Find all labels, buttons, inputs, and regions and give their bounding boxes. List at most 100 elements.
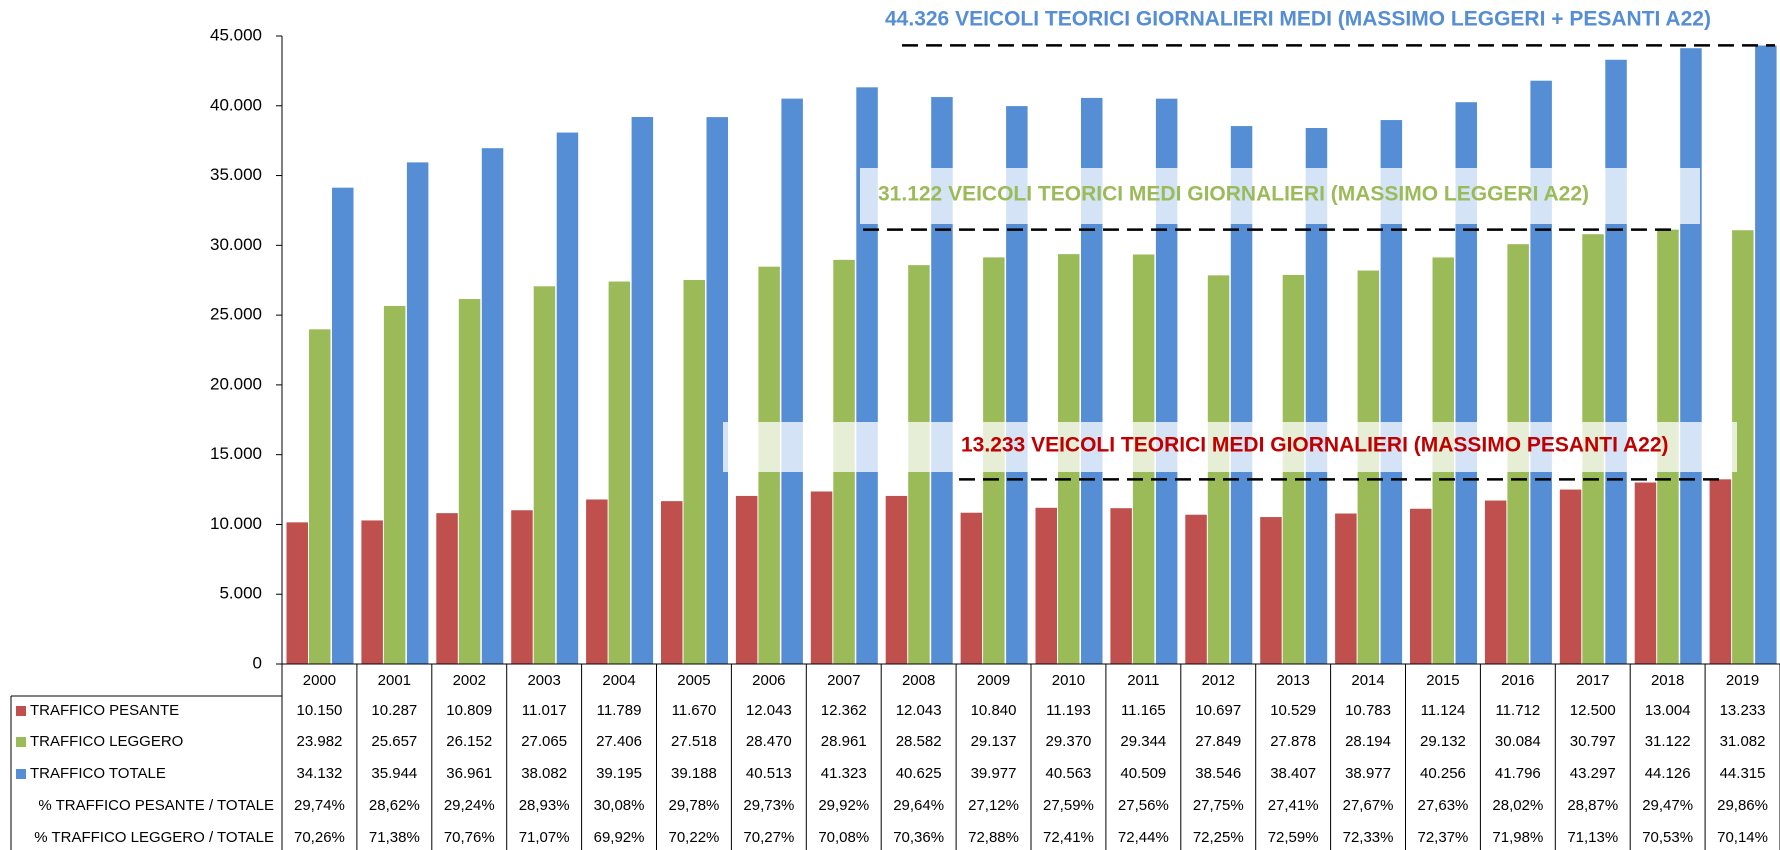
table-cell: 28.582 (896, 733, 942, 750)
x-tick-label: 2012 (1202, 672, 1235, 689)
x-tick-label: 2010 (1052, 672, 1085, 689)
table-cell: 29,47% (1642, 797, 1693, 814)
table-cell: 72,25% (1193, 829, 1244, 846)
bar (458, 299, 481, 664)
bar (1335, 513, 1357, 664)
table-cell: 41.323 (821, 765, 867, 782)
table-cell: 72,44% (1118, 829, 1169, 846)
table-cell: 70,76% (444, 829, 495, 846)
bar (406, 162, 429, 664)
bar (1380, 120, 1403, 664)
table-cell: 70,36% (893, 829, 944, 846)
table-cell: 11.193 (1046, 702, 1091, 719)
bar (1155, 98, 1178, 665)
row-label: % TRAFFICO PESANTE / TOTALE (38, 797, 274, 814)
table-cell: 10.809 (446, 702, 492, 719)
table-cell: 28,62% (369, 797, 420, 814)
bar (885, 495, 908, 664)
table-cell: 10.150 (297, 702, 343, 719)
table-cell: 44.126 (1645, 765, 1691, 782)
table-cell: 10.287 (371, 702, 417, 719)
bar (309, 329, 331, 664)
bar (1110, 508, 1132, 664)
table-cell: 12.500 (1570, 702, 1616, 719)
table-cell: 28.470 (746, 733, 792, 750)
table-cell: 12.043 (896, 702, 942, 719)
table-cell: 71,98% (1492, 829, 1543, 846)
table-cell: 27,67% (1343, 797, 1394, 814)
bar (706, 117, 728, 665)
bar (1530, 80, 1552, 664)
row-label: % TRAFFICO LEGGERO / TOTALE (34, 829, 274, 846)
annotation-text: 31.122 VEICOLI TEORICI MEDI GIORNALIERI … (878, 183, 1589, 206)
legend-swatch (16, 769, 26, 779)
table-cell: 70,53% (1642, 829, 1693, 846)
table-cell: 40.563 (1046, 765, 1092, 782)
bar (383, 305, 406, 664)
table-cell: 72,33% (1343, 829, 1394, 846)
table-cell: 70,27% (743, 829, 794, 846)
x-tick-label: 2008 (902, 672, 935, 689)
table-cell: 11.017 (522, 702, 567, 719)
x-tick-label: 2014 (1351, 672, 1384, 689)
bar (481, 148, 504, 664)
x-tick-label: 2007 (827, 672, 860, 689)
table-cell: 29,24% (444, 797, 495, 814)
table-cell: 69,92% (594, 829, 645, 846)
x-tick-label: 2005 (677, 672, 710, 689)
annotation-box (723, 422, 1737, 472)
bar (1305, 128, 1328, 664)
table-cell: 38.407 (1270, 765, 1316, 782)
x-tick-label: 2015 (1426, 672, 1459, 689)
y-tick-label: 45.000 (210, 25, 262, 44)
table-cell: 40.513 (746, 765, 792, 782)
legend-swatch (16, 706, 26, 716)
x-tick-label: 2016 (1501, 672, 1534, 689)
table-cell: 11.712 (1495, 702, 1540, 719)
table-cell: 34.132 (297, 765, 343, 782)
table-cell: 31.082 (1720, 733, 1766, 750)
table-cell: 28,93% (519, 797, 570, 814)
table-cell: 35.944 (371, 765, 417, 782)
bar (810, 491, 833, 664)
bar (683, 279, 705, 664)
bar (556, 132, 579, 664)
table-cell: 13.004 (1645, 702, 1691, 719)
table-cell: 28.961 (821, 733, 867, 750)
y-tick-label: 25.000 (210, 305, 262, 324)
bar (1230, 126, 1253, 664)
table-cell: 72,59% (1268, 829, 1319, 846)
table-cell: 72,41% (1043, 829, 1094, 846)
bar (1634, 482, 1657, 664)
table-cell: 44.315 (1720, 765, 1766, 782)
bar (1732, 230, 1754, 664)
table-cell: 30,08% (594, 797, 645, 814)
annotation-box (860, 168, 1700, 224)
table-cell: 27.406 (596, 733, 642, 750)
x-tick-label: 2003 (527, 672, 560, 689)
table-cell: 28.194 (1345, 733, 1391, 750)
table-cell: 27,12% (968, 797, 1019, 814)
x-tick-label: 2013 (1276, 672, 1309, 689)
bar (931, 97, 953, 665)
bar (1484, 500, 1507, 664)
y-tick-label: 30.000 (210, 235, 262, 254)
bar (1035, 507, 1057, 664)
x-tick-label: 2018 (1651, 672, 1684, 689)
table-cell: 27.878 (1270, 733, 1316, 750)
bar (533, 286, 556, 664)
bar (1605, 59, 1627, 665)
table-cell: 71,13% (1567, 829, 1618, 846)
table-cell: 39.188 (671, 765, 717, 782)
table-cell: 71,07% (519, 829, 570, 846)
table-cell: 29.344 (1120, 733, 1166, 750)
table-cell: 29.137 (971, 733, 1017, 750)
table-cell: 29,78% (669, 797, 720, 814)
table-cell: 30.797 (1570, 733, 1616, 750)
table-cell: 27.849 (1195, 733, 1241, 750)
table-cell: 39.977 (971, 765, 1017, 782)
table-cell: 10.697 (1195, 702, 1241, 719)
x-tick-label: 2004 (602, 672, 635, 689)
table-cell: 72,37% (1418, 829, 1469, 846)
